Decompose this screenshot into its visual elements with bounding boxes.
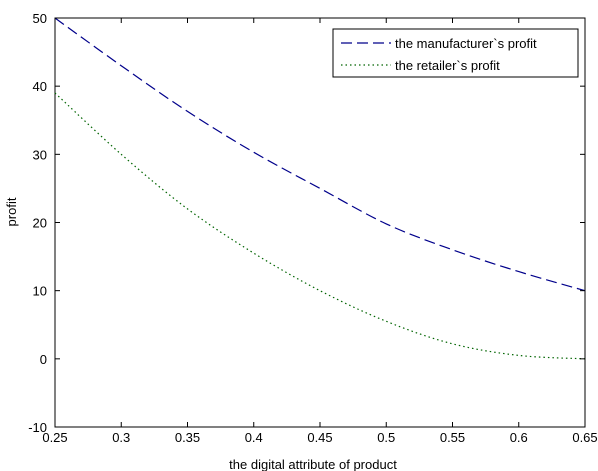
series-layer xyxy=(54,17,586,360)
x-tick-label: 0.35 xyxy=(175,430,200,445)
y-tick-label: 10 xyxy=(33,284,47,299)
legend-label-1: the manufacturer`s profit xyxy=(395,36,537,51)
x-tick-label: 0.3 xyxy=(112,430,130,445)
y-tick-label: 0 xyxy=(40,352,47,367)
x-axis-label: the digital attribute of product xyxy=(229,457,397,471)
x-tick-label: 0.5 xyxy=(377,430,395,445)
y-tick-label: 40 xyxy=(33,79,47,94)
plot-area xyxy=(54,17,586,428)
y-tick-label: 30 xyxy=(33,147,47,162)
y-axis-label: profit xyxy=(4,197,19,226)
x-tick-label: 0.6 xyxy=(510,430,528,445)
legend-label-2: the retailer`s profit xyxy=(395,58,500,73)
y-tick-label: 20 xyxy=(33,216,47,231)
legend: the manufacturer`s profit the retailer`s … xyxy=(332,28,579,78)
x-tick-label: 0.4 xyxy=(245,430,263,445)
legend-box xyxy=(332,28,579,78)
y-tick-label: -10 xyxy=(28,420,47,435)
y-tick-label: 50 xyxy=(33,11,47,26)
ticks-layer: 0.25 0.3 0.35 0.4 0.45 0.5 0.55 0.6 0.65 -10 0 10 20… xyxy=(28,11,597,445)
x-tick-label: 0.55 xyxy=(440,430,465,445)
x-tick-label: 0.65 xyxy=(572,430,597,445)
x-tick-label: 0.45 xyxy=(307,430,332,445)
x-tick-label: 0.25 xyxy=(42,430,67,445)
series-line-1 xyxy=(54,17,586,292)
